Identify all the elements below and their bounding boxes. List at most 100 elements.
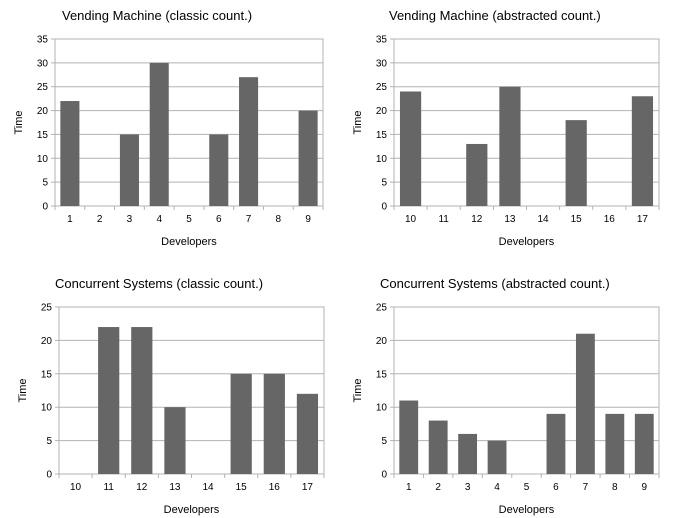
x-tick-label: 6 xyxy=(216,214,222,225)
y-tick-label: 10 xyxy=(41,403,53,414)
x-tick-label: 9 xyxy=(305,214,311,225)
bar xyxy=(546,413,566,474)
x-tick-label: 16 xyxy=(269,482,281,493)
x-tick-label: 2 xyxy=(435,482,441,493)
y-tick-label: 30 xyxy=(37,58,49,69)
x-tick-label: 1 xyxy=(67,214,73,225)
plot-area-border xyxy=(54,38,324,207)
bar xyxy=(131,327,153,474)
bar xyxy=(98,327,120,474)
y-tick-label: 5 xyxy=(381,436,387,447)
y-axis-label: Time xyxy=(17,378,29,402)
bar xyxy=(239,77,259,207)
bar xyxy=(149,62,169,206)
y-tick-label: 20 xyxy=(41,336,53,347)
bar xyxy=(565,120,587,206)
plot-area-border xyxy=(393,38,660,207)
bar xyxy=(230,373,252,474)
bar xyxy=(466,143,488,206)
chart-panel: Vending Machine (abstracted count.) 0 5 10 1… xyxy=(352,8,660,248)
y-tick-label: 15 xyxy=(376,130,388,141)
x-tick-label: 7 xyxy=(583,482,589,493)
x-tick-label: 1 xyxy=(406,482,412,493)
chart-panel: Concurrent Systems (classic count.) 0 5 10 1… xyxy=(17,276,325,516)
y-tick-label: 25 xyxy=(376,303,388,314)
bar xyxy=(60,101,80,206)
y-tick-label: 25 xyxy=(376,82,388,93)
bar xyxy=(399,400,419,474)
bar xyxy=(499,86,521,206)
y-tick-label: 20 xyxy=(376,336,388,347)
bar xyxy=(164,407,186,474)
chart-title: Vending Machine (classic count.) xyxy=(62,8,252,23)
x-tick-label: 3 xyxy=(465,482,471,493)
bar xyxy=(263,373,285,474)
y-tick-label: 0 xyxy=(381,202,387,213)
x-tick-label: 5 xyxy=(524,482,530,493)
y-tick-label: 20 xyxy=(37,106,49,117)
x-tick-label: 12 xyxy=(471,214,483,225)
y-tick-label: 15 xyxy=(37,130,49,141)
bar xyxy=(399,91,422,206)
y-tick-label: 25 xyxy=(37,82,49,93)
y-tick-label: 25 xyxy=(41,303,53,314)
x-tick-label: 7 xyxy=(246,214,252,225)
x-tick-label: 6 xyxy=(553,482,559,493)
x-tick-label: 14 xyxy=(538,214,550,225)
x-axis-label: Developers xyxy=(499,504,555,516)
bar xyxy=(298,110,318,206)
x-tick-label: 17 xyxy=(637,214,649,225)
x-tick-label: 10 xyxy=(70,482,82,493)
y-tick-label: 10 xyxy=(376,403,388,414)
x-tick-label: 15 xyxy=(236,482,248,493)
chart-panel: Concurrent Systems (abstracted count.) 0 5… xyxy=(352,276,660,516)
plot-area-border xyxy=(393,306,660,475)
y-tick-label: 0 xyxy=(42,202,48,213)
x-tick-label: 8 xyxy=(612,482,618,493)
x-tick-label: 11 xyxy=(438,214,449,225)
x-tick-label: 12 xyxy=(136,482,148,493)
y-tick-label: 5 xyxy=(42,178,48,189)
y-tick-label: 10 xyxy=(376,154,388,165)
y-tick-label: 15 xyxy=(376,369,388,380)
y-tick-label: 15 xyxy=(41,369,53,380)
bar xyxy=(296,393,319,474)
y-tick-label: 0 xyxy=(46,470,52,481)
bar xyxy=(209,134,229,206)
y-tick-label: 35 xyxy=(376,35,388,46)
x-tick-label: 13 xyxy=(504,214,516,225)
x-tick-label: 17 xyxy=(302,482,314,493)
chart-title: Concurrent Systems (classic count.) xyxy=(55,276,263,291)
x-tick-label: 13 xyxy=(169,482,181,493)
x-tick-label: 8 xyxy=(276,214,282,225)
bar xyxy=(119,134,139,206)
chart-panel: Vending Machine (classic count.)05101520… xyxy=(13,8,324,248)
chart-title: Concurrent Systems (abstracted count.) xyxy=(380,276,610,291)
bar xyxy=(634,413,654,474)
x-tick-label: 14 xyxy=(203,482,215,493)
bar xyxy=(631,96,654,206)
bar xyxy=(605,413,625,474)
y-tick-label: 5 xyxy=(46,436,52,447)
bar xyxy=(428,420,448,474)
x-axis-label: Developers xyxy=(499,236,555,248)
x-tick-label: 3 xyxy=(127,214,133,225)
x-tick-label: 4 xyxy=(156,214,162,225)
bar xyxy=(487,440,507,474)
bar xyxy=(458,433,478,474)
x-tick-label: 4 xyxy=(494,482,500,493)
x-axis-label: Developers xyxy=(161,236,217,248)
x-tick-label: 16 xyxy=(604,214,616,225)
y-tick-label: 10 xyxy=(37,154,49,165)
y-axis-label: Time xyxy=(352,110,364,134)
x-tick-label: 9 xyxy=(641,482,647,493)
x-axis-label: Developers xyxy=(164,504,220,516)
x-tick-label: 10 xyxy=(405,214,417,225)
chart-title: Vending Machine (abstracted count.) xyxy=(389,8,601,23)
x-tick-label: 5 xyxy=(186,214,192,225)
y-tick-label: 0 xyxy=(381,470,387,481)
y-tick-label: 30 xyxy=(376,58,388,69)
x-tick-label: 15 xyxy=(571,214,583,225)
x-tick-label: 11 xyxy=(103,482,114,493)
